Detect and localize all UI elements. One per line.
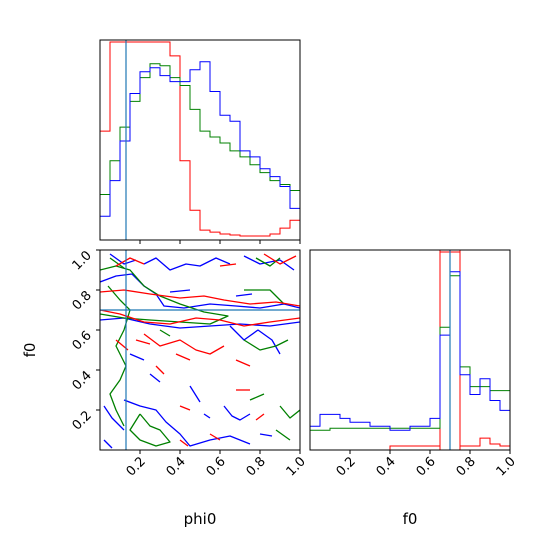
contour-2-path-8 <box>235 359 251 367</box>
contour-xtick-label-2: 0.6 <box>204 454 229 479</box>
contour-2-path-1 <box>100 309 300 327</box>
x-axis-title-f0: f0 <box>403 510 418 528</box>
panel-phi0-f0-contour: 0.2 0.4 0.6 0.8 1.0 0.2 0.4 0.6 0.8 1.0 <box>70 248 309 479</box>
contour-2-path-5 <box>263 253 297 265</box>
contour-0-path-0 <box>100 273 300 309</box>
contour-2-path-2 <box>143 333 225 355</box>
contour-2-path-15 <box>179 439 189 447</box>
panel-f0-hist: 0.2 0.4 0.6 0.8 1.0 <box>309 249 519 479</box>
contour-1-path-9 <box>109 257 125 269</box>
contour-0-path-3 <box>143 257 231 271</box>
contour-1-path-3 <box>255 257 281 267</box>
contour-xtick-label-0: 0.2 <box>124 454 149 479</box>
f0-hist-xtick-label-0: 0.2 <box>334 454 359 479</box>
contour-0-path-14 <box>103 405 125 431</box>
contour-0-path-1 <box>100 317 300 329</box>
phi0-hist-series-0 <box>100 41 300 240</box>
contour-0-path-4 <box>243 255 295 271</box>
contour-2-path-6 <box>219 263 237 267</box>
contour-1-path-0 <box>100 265 229 325</box>
contour-xtick-label-1: 0.4 <box>164 454 189 479</box>
contour-0-path-10 <box>123 399 251 447</box>
f0-hist-series-2 <box>310 271 510 450</box>
contour-2-path-7 <box>175 353 191 361</box>
contour-xtick-label-3: 0.8 <box>244 454 269 479</box>
f0-hist-xtick-label-3: 0.8 <box>454 454 479 479</box>
f0-hist-series-0 <box>310 251 510 450</box>
contour-1-path-5 <box>243 339 289 351</box>
contour-0-path-16 <box>103 439 113 449</box>
contour-ytick-label-2: 0.6 <box>70 328 95 353</box>
contour-0-path-12 <box>189 385 201 403</box>
contour-ytick-label-4: 1.0 <box>70 248 95 273</box>
contour-0-path-9 <box>149 373 161 383</box>
contour-1-path-2 <box>129 413 171 447</box>
contour-2-path-3 <box>135 339 151 345</box>
contour-0-path-5 <box>229 325 281 355</box>
contour-1-path-1 <box>107 285 131 427</box>
contour-2-path-14 <box>155 365 165 375</box>
contour-0-path-11 <box>223 405 251 421</box>
contour-0-path-13 <box>203 413 211 419</box>
f0-hist-frame <box>309 249 511 451</box>
f0-hist-xtick-label-2: 0.6 <box>414 454 439 479</box>
contour-1-path-7 <box>279 405 300 419</box>
contour-2-path-11 <box>255 413 265 421</box>
contour-0-path-6 <box>169 289 191 293</box>
phi0-hist-frame <box>99 39 301 241</box>
contour-ytick-label-3: 0.8 <box>70 288 95 313</box>
f0-hist-series-1 <box>310 275 510 450</box>
contour-ytick-label-1: 0.4 <box>70 368 95 393</box>
contour-0-path-7 <box>235 293 253 297</box>
contour-1-path-10 <box>159 329 171 337</box>
contour-1-path-6 <box>249 393 265 401</box>
contour-1-path-8 <box>275 429 291 441</box>
contour-2-path-0 <box>100 289 300 307</box>
contour-2-path-12 <box>209 433 221 441</box>
contour-2-path-10 <box>179 405 191 411</box>
y-axis-title-f0: f0 <box>21 343 39 358</box>
contour-0-path-2 <box>109 253 137 265</box>
contour-ytick-label-0: 0.2 <box>70 408 95 433</box>
panel-phi0-hist <box>99 39 301 244</box>
contour-0-path-15 <box>259 433 273 437</box>
contour-2-path-4 <box>115 257 145 267</box>
f0-hist-xtick-label-4: 1.0 <box>494 454 519 479</box>
contour-1-path-4 <box>244 289 285 305</box>
x-axis-title-phi0: phi0 <box>184 510 217 528</box>
phi0-hist-series-2 <box>100 61 300 240</box>
contour-frame <box>99 249 301 451</box>
contour-xtick-label-4: 1.0 <box>284 454 309 479</box>
f0-hist-xtick-label-1: 0.4 <box>374 454 399 479</box>
contour-0-path-8 <box>129 353 145 361</box>
